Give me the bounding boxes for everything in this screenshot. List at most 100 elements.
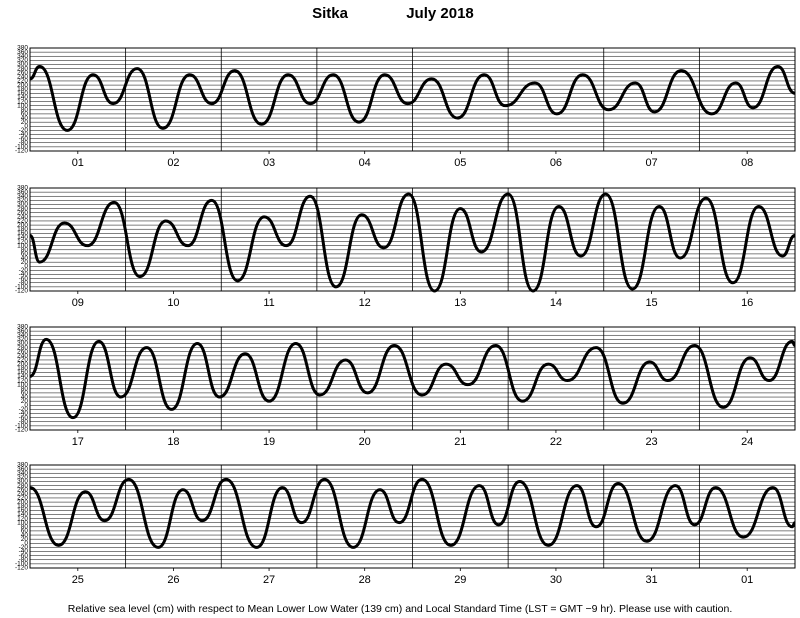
- day-label: 01: [741, 574, 753, 586]
- day-label: 18: [167, 436, 179, 448]
- y-tick-label: -100: [15, 561, 28, 568]
- day-label: 30: [550, 574, 562, 586]
- y-tick-label: -40: [19, 271, 29, 278]
- day-label: 26: [167, 574, 179, 586]
- y-tick-label: 40: [21, 255, 29, 262]
- y-tick-label: 40: [21, 115, 29, 122]
- month-title: July 2018: [406, 5, 474, 22]
- y-tick-label: 320: [17, 336, 28, 343]
- day-label: 27: [263, 574, 275, 586]
- y-tick-label: 240: [17, 214, 28, 221]
- day-label: 11: [263, 297, 274, 309]
- day-label: 02: [167, 157, 179, 169]
- y-tick-label: 260: [17, 69, 28, 76]
- y-tick-label: 360: [17, 328, 28, 335]
- y-tick-label: -120: [15, 288, 28, 295]
- day-label: 20: [359, 436, 371, 448]
- y-tick-label: 260: [17, 348, 28, 355]
- y-tick-label: 360: [17, 49, 28, 56]
- y-tick-label: 280: [17, 65, 28, 72]
- y-tick-label: -20: [19, 127, 29, 134]
- y-tick-label: -80: [19, 139, 29, 146]
- y-tick-label: 160: [17, 507, 28, 514]
- y-tick-label: 200: [17, 361, 28, 368]
- y-tick-label: 100: [17, 102, 28, 109]
- y-tick-label: 180: [17, 226, 28, 233]
- y-tick-label: -40: [19, 131, 29, 138]
- y-tick-label: 180: [17, 86, 28, 93]
- y-tick-label: 100: [17, 381, 28, 388]
- day-label: 06: [550, 157, 562, 169]
- y-tick-label: 20: [21, 536, 29, 543]
- y-tick-label: 80: [21, 524, 29, 531]
- y-tick-label: 280: [17, 482, 28, 489]
- day-label: 28: [359, 574, 371, 586]
- tide-curve: [29, 192, 796, 293]
- y-tick-label: 60: [21, 390, 29, 397]
- y-tick-label: -100: [15, 284, 28, 291]
- y-tick-label: 20: [21, 119, 29, 126]
- y-tick-label: 0: [24, 263, 28, 270]
- y-tick-label: -20: [19, 406, 29, 413]
- y-tick-label: 240: [17, 353, 28, 360]
- day-label: 04: [359, 157, 371, 169]
- day-label: 15: [645, 297, 657, 309]
- y-tick-label: 140: [17, 234, 28, 241]
- y-tick-label: -40: [19, 548, 29, 555]
- panel-frame: [29, 187, 796, 292]
- y-tick-label: 140: [17, 373, 28, 380]
- day-label: 03: [263, 157, 275, 169]
- y-tick-label: 20: [21, 259, 29, 266]
- y-tick-label: 200: [17, 82, 28, 89]
- y-tick-label: 280: [17, 344, 28, 351]
- y-tick-label: 220: [17, 78, 28, 85]
- y-tick-label: 340: [17, 470, 28, 477]
- y-tick-label: 320: [17, 57, 28, 64]
- y-tick-label: 360: [17, 466, 28, 473]
- y-tick-label: 240: [17, 74, 28, 81]
- y-tick-label: 220: [17, 495, 28, 502]
- day-label: 24: [741, 436, 753, 448]
- y-tick-label: 40: [21, 394, 29, 401]
- day-label: 01: [72, 157, 84, 169]
- day-label: 31: [645, 574, 657, 586]
- y-tick-label: 100: [17, 519, 28, 526]
- y-tick-label: 120: [17, 377, 28, 384]
- y-tick-label: -60: [19, 414, 29, 421]
- y-tick-label: 380: [17, 45, 28, 52]
- y-tick-label: 200: [17, 222, 28, 229]
- y-tick-label: 340: [17, 53, 28, 60]
- y-tick-label: -20: [19, 544, 29, 551]
- day-label: 22: [550, 436, 562, 448]
- y-tick-label: 0: [24, 402, 28, 409]
- y-tick-label: 40: [21, 532, 29, 539]
- y-tick-label: 320: [17, 474, 28, 481]
- y-tick-label: -120: [15, 427, 28, 434]
- y-tick-label: 100: [17, 242, 28, 249]
- y-tick-label: 0: [24, 540, 28, 547]
- station-title: Sitka: [312, 5, 349, 22]
- y-tick-label: 200: [17, 499, 28, 506]
- day-label: 16: [741, 297, 753, 309]
- y-tick-label: -120: [15, 565, 28, 572]
- y-tick-label: -60: [19, 275, 29, 282]
- panel-frame: [29, 47, 796, 152]
- y-tick-label: 80: [21, 247, 29, 254]
- y-tick-label: -60: [19, 552, 29, 559]
- day-label: 05: [454, 157, 466, 169]
- day-label: 21: [454, 436, 466, 448]
- tide-curve: [29, 337, 796, 420]
- y-tick-label: 180: [17, 503, 28, 510]
- day-label: 14: [550, 297, 562, 309]
- y-tick-label: 60: [21, 251, 29, 258]
- y-tick-label: -60: [19, 135, 29, 142]
- y-tick-label: 220: [17, 357, 28, 364]
- day-label: 23: [645, 436, 657, 448]
- y-tick-label: 300: [17, 201, 28, 208]
- y-tick-label: -100: [15, 423, 28, 430]
- y-tick-label: 140: [17, 511, 28, 518]
- y-tick-label: 220: [17, 218, 28, 225]
- y-tick-label: 180: [17, 365, 28, 372]
- y-tick-label: 80: [21, 386, 29, 393]
